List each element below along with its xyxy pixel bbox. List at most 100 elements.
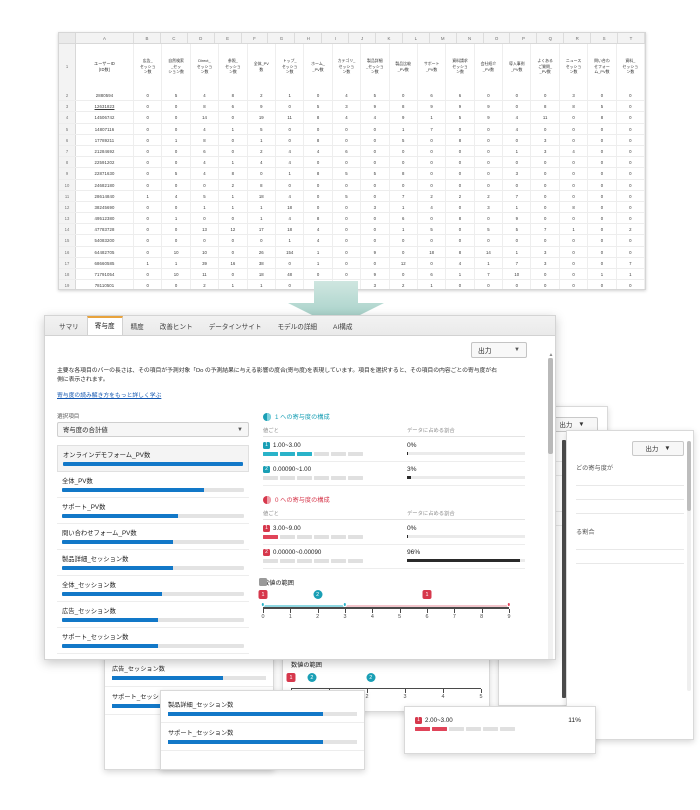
metric-select[interactable]: 寄与度の合計値 ▼ [57,422,249,438]
user-id-cell[interactable]: 47783728 [76,224,134,235]
header-cell[interactable]: 資料_ セッショ ン数 [616,43,645,90]
row-header[interactable]: 10 [59,179,76,190]
data-cell[interactable]: 1 [247,280,276,289]
data-cell[interactable]: 0 [531,201,560,213]
data-cell[interactable]: 0 [333,179,362,190]
user-id-cell[interactable]: 49512380 [76,213,134,224]
data-cell[interactable]: 0 [134,224,163,235]
data-cell[interactable]: 4 [503,112,532,123]
data-cell[interactable]: 10 [503,269,532,280]
data-cell[interactable]: 4 [418,201,447,213]
feature-list[interactable]: オンラインデモフォーム_PV数 全体_PV数 サポート_PV数 問い合わせフォーム_P… [57,445,249,655]
data-cell[interactable]: 5 [390,134,418,145]
spreadsheet-row[interactable]: 14 47783728 0 0 13 12 17 18 4 0 0 1 5 0 5 5 7 1 0 2 [59,224,645,236]
user-id-cell[interactable]: 24682180 [76,179,134,190]
data-cell[interactable]: 14 [191,112,220,123]
column-header-D[interactable]: D [188,33,215,43]
header-cell[interactable]: トップ_ セッショ ン数 [275,43,305,90]
user-id-cell[interactable]: 54083200 [76,235,134,246]
data-cell[interactable]: 0 [617,246,645,257]
data-cell[interactable]: 11 [531,112,560,123]
data-cell[interactable]: 0 [446,168,475,179]
tab-改善ヒント[interactable]: 改善ヒント [159,324,193,331]
data-cell[interactable]: 154 [276,246,305,257]
data-cell[interactable]: 4 [190,123,220,134]
data-cell[interactable]: 0 [162,101,191,112]
data-cell[interactable]: 1 [162,257,191,268]
data-cell[interactable]: 0 [446,235,475,246]
data-cell[interactable]: 1 [418,112,447,123]
data-cell[interactable]: 10 [162,246,191,257]
feature-item[interactable]: 問い合わせフォーム_PV数 [57,524,249,551]
data-cell[interactable]: 1 [162,213,191,224]
data-cell[interactable]: 0 [474,123,504,134]
data-cell[interactable]: 0 [616,280,645,289]
data-cell[interactable]: 4 [304,224,333,235]
data-cell[interactable]: 1 [304,246,333,257]
user-id-cell[interactable]: 17789211 [76,134,134,145]
row-header[interactable]: 7 [59,145,76,157]
data-cell[interactable]: 1 [219,280,248,289]
spreadsheet-row[interactable]: 13 49512380 0 1 0 0 1 4 8 0 0 6 0 8 0 9 0 0 0 0 [59,213,645,225]
data-cell[interactable]: 7 [389,190,418,201]
spreadsheet-row[interactable]: 16 64482705 0 10 10 0 26 154 1 0 9 0 18 8 14 1 3 0 0 0 [59,246,645,258]
data-cell[interactable]: 0 [134,145,163,157]
data-cell[interactable]: 0 [531,213,560,224]
feature-item[interactable]: 全体_セッション数 [57,576,249,603]
data-cell[interactable]: 0 [559,235,589,246]
header-cell[interactable]: ニュース セッショ ン数 [559,43,589,90]
data-cell[interactable]: 0 [134,134,163,145]
data-cell[interactable]: 2 [417,190,447,201]
data-cell[interactable]: 0 [446,224,475,235]
data-cell[interactable]: 0 [446,280,475,289]
range-marker[interactable]: 2 [313,590,323,600]
data-cell[interactable]: 0 [531,179,560,190]
data-cell[interactable]: 8 [191,134,220,145]
data-cell[interactable]: 6 [219,101,248,112]
data-cell[interactable]: 0 [559,257,589,268]
data-cell[interactable]: 2 [474,190,504,201]
select-all-corner[interactable] [59,33,76,43]
row-header[interactable]: 5 [59,123,76,134]
row-header[interactable]: 11 [59,190,76,201]
data-cell[interactable]: 0 [134,246,163,257]
data-cell[interactable]: 0 [531,123,560,134]
spreadsheet-row[interactable]: 11 28614840 1 4 5 1 18 4 0 5 0 7 2 2 2 7 0 0 0 0 [59,190,645,202]
tab-データインサイト[interactable]: データインサイト [208,324,262,331]
data-cell[interactable]: 18 [276,224,305,235]
range-endpoint-dot[interactable] [260,602,266,607]
spreadsheet-row[interactable]: 15 54083200 0 0 0 0 0 1 4 0 0 0 0 0 0 0 0 0 0 0 [59,235,645,247]
data-cell[interactable]: 0 [616,235,645,246]
column-header-A[interactable]: A [76,33,134,43]
data-cell[interactable]: 0 [191,179,220,190]
data-cell[interactable]: 3 [531,246,560,257]
data-cell[interactable]: 0 [333,269,362,280]
column-header-H[interactable]: H [295,33,323,43]
data-cell[interactable]: 8 [304,134,333,145]
data-cell[interactable]: 0 [417,235,447,246]
column-header-K[interactable]: K [376,33,403,43]
data-cell[interactable]: 16 [219,257,248,268]
tab-モデルの詳細[interactable]: モデルの詳細 [277,324,318,331]
data-cell[interactable]: 0 [304,179,333,190]
data-cell[interactable]: 7 [531,224,560,235]
column-header-O[interactable]: O [484,33,511,43]
row-header[interactable]: 2 [59,90,76,101]
spreadsheet-row[interactable]: 12 38245690 0 0 1 1 1 18 0 0 3 1 4 0 3 1 0 8 0 0 [59,201,645,214]
data-cell[interactable]: 0 [418,134,447,145]
data-cell[interactable]: 5 [503,224,532,235]
data-cell[interactable]: 2 [446,190,475,201]
data-cell[interactable]: 0 [588,123,617,134]
ghost-output-button-2[interactable]: 出力 ▼ [632,441,684,456]
data-cell[interactable]: 4 [275,145,305,157]
data-cell[interactable]: 0 [446,145,475,157]
user-id-cell[interactable]: 2880594 [76,90,134,101]
data-cell[interactable]: 3 [531,257,560,268]
data-cell[interactable]: 9 [446,101,475,112]
data-cell[interactable]: 0 [332,123,362,134]
data-cell[interactable]: 19 [248,112,276,123]
header-cell[interactable]: 全体_PV 数 [247,43,276,90]
data-cell[interactable]: 8 [248,179,276,190]
range-marker[interactable]: 1 [258,590,268,600]
